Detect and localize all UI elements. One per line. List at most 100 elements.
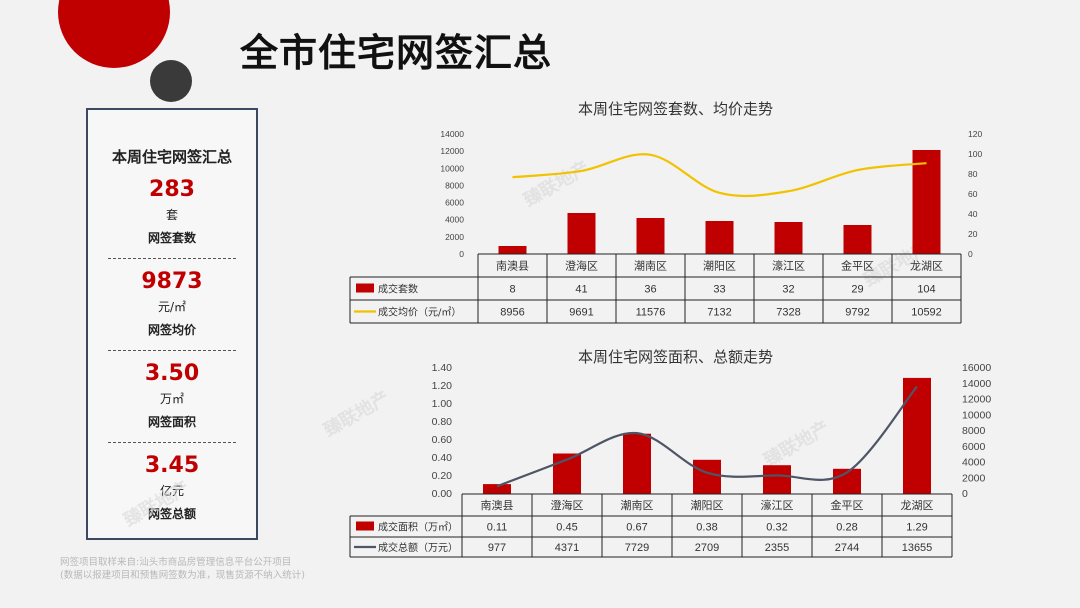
data-label: 7132 <box>707 307 731 319</box>
kpi-price-value: 9873 <box>141 269 203 294</box>
y-axis-left-tick: 6000 <box>445 198 464 208</box>
data-label: 977 <box>488 542 506 554</box>
data-label: 0.11 <box>487 522 508 534</box>
bar-龙湖区 <box>903 377 931 494</box>
kpi-price: 9873 元/㎡ 网签均价 <box>88 265 256 344</box>
data-label: 7328 <box>776 307 800 319</box>
y-axis-right-tick: 10000 <box>962 409 991 421</box>
y-axis-left-tick: 1.20 <box>432 380 453 392</box>
source-line-1: 网签项目取样来自:汕头市商品房管理信息平台公开项目 <box>60 557 292 568</box>
data-label: 0.38 <box>696 522 717 534</box>
summary-panel: 本周住宅网签汇总 283 套 网签套数 9873 元/㎡ 网签均价 3.50 万… <box>86 108 258 540</box>
summary-title: 本周住宅网签汇总 <box>111 148 232 166</box>
y-axis-right-tick: 60 <box>968 189 978 199</box>
x-axis-tick: 潮阳区 <box>703 259 736 273</box>
kpi-divider <box>108 350 236 351</box>
x-axis-tick: 濠江区 <box>761 498 794 512</box>
kpi-units-value: 283 <box>149 177 195 202</box>
page-title: 全市住宅网签汇总 <box>240 31 553 75</box>
legend-swatch-bar <box>356 521 374 531</box>
y-axis-right-tick: 8000 <box>962 425 986 437</box>
data-label: 2709 <box>695 542 719 554</box>
y-axis-left-tick: 0.20 <box>432 470 453 482</box>
x-axis-tick: 濠江区 <box>772 259 805 273</box>
data-label: 9792 <box>845 307 869 319</box>
chart2-title: 本周住宅网签面积、总额走势 <box>578 348 774 366</box>
kpi-area: 3.50 万㎡ 网签面积 <box>88 357 256 436</box>
bar-潮南区 <box>623 433 651 494</box>
legend-label: 成交总额（万元） <box>378 541 458 554</box>
x-axis-tick: 潮南区 <box>634 259 667 273</box>
y-axis-right-tick: 0 <box>962 488 968 500</box>
kpi-units-unit: 套 <box>165 208 178 222</box>
x-axis-tick: 金平区 <box>831 498 864 512</box>
kpi-area-value: 3.50 <box>144 361 200 386</box>
bar-潮阳区 <box>693 459 721 494</box>
data-label: 2355 <box>765 542 789 554</box>
data-label: 0.28 <box>836 522 857 534</box>
bar-濠江区 <box>763 465 791 494</box>
x-axis-tick: 龙湖区 <box>901 499 934 512</box>
chart1-title: 本周住宅网签套数、均价走势 <box>578 100 774 118</box>
kpi-units: 283 套 网签套数 <box>88 173 256 252</box>
bar-南澳县 <box>498 246 527 254</box>
x-axis-tick: 澄海区 <box>565 259 598 273</box>
x-axis-tick: 金平区 <box>841 259 874 273</box>
y-axis-right-tick: 80 <box>968 169 978 179</box>
series-line <box>512 153 927 198</box>
legend-swatch-bar <box>356 283 374 293</box>
y-axis-left-tick: 12000 <box>440 146 464 156</box>
bar-潮阳区 <box>705 221 734 254</box>
data-label: 41 <box>575 284 587 296</box>
kpi-price-label: 网签均价 <box>147 323 196 337</box>
y-axis-right-tick: 6000 <box>962 441 986 453</box>
bar-南澳县 <box>483 484 511 494</box>
y-axis-left-tick: 2000 <box>445 232 464 242</box>
data-label: 11576 <box>636 307 666 319</box>
kpi-area-unit: 万㎡ <box>159 392 184 406</box>
data-label: 33 <box>713 284 725 296</box>
y-axis-right-tick: 120 <box>968 129 982 139</box>
y-axis-left-tick: 0.00 <box>432 488 453 500</box>
y-axis-left-tick: 1.40 <box>432 362 453 374</box>
legend-label: 成交面积（万㎡） <box>378 521 458 534</box>
y-axis-right-tick: 16000 <box>962 362 991 374</box>
series-line <box>496 385 918 488</box>
legend-label: 成交套数 <box>378 283 418 296</box>
x-axis-tick: 澄海区 <box>551 498 584 512</box>
kpi-divider <box>108 258 236 259</box>
data-label: 36 <box>644 284 656 296</box>
data-label: 8 <box>509 284 515 296</box>
y-axis-right-tick: 100 <box>968 149 982 159</box>
y-axis-left-tick: 14000 <box>440 129 464 139</box>
y-axis-right-tick: 14000 <box>962 378 991 390</box>
y-axis-left-tick: 10000 <box>440 163 464 173</box>
data-label: 0.32 <box>766 522 787 534</box>
data-label: 104 <box>917 284 935 296</box>
data-label: 7729 <box>625 542 649 554</box>
data-label: 32 <box>782 284 794 296</box>
data-label: 9691 <box>569 307 593 319</box>
y-axis-right-tick: 12000 <box>962 394 991 406</box>
y-axis-right-tick: 0 <box>968 249 973 259</box>
y-axis-left-tick: 4000 <box>445 215 464 225</box>
y-axis-right-tick: 40 <box>968 209 978 219</box>
kpi-price-unit: 元/㎡ <box>157 300 187 314</box>
data-label: 0.67 <box>626 522 647 534</box>
kpi-total-unit: 亿元 <box>159 484 184 498</box>
y-axis-left-tick: 0.60 <box>432 434 453 446</box>
bar-金平区 <box>843 225 872 254</box>
y-axis-left-tick: 0 <box>459 249 464 259</box>
kpi-total-label: 网签总额 <box>147 507 196 521</box>
y-axis-right-tick: 2000 <box>962 472 986 484</box>
data-label: 2744 <box>835 542 859 554</box>
kpi-area-label: 网签面积 <box>147 415 196 429</box>
y-axis-left-tick: 8000 <box>445 180 464 190</box>
kpi-total-value: 3.45 <box>144 453 200 478</box>
x-axis-tick: 龙湖区 <box>910 260 943 273</box>
bar-潮南区 <box>636 218 665 254</box>
data-label: 13655 <box>902 542 933 554</box>
data-label: 10592 <box>911 307 942 319</box>
y-axis-right-tick: 4000 <box>962 457 986 469</box>
